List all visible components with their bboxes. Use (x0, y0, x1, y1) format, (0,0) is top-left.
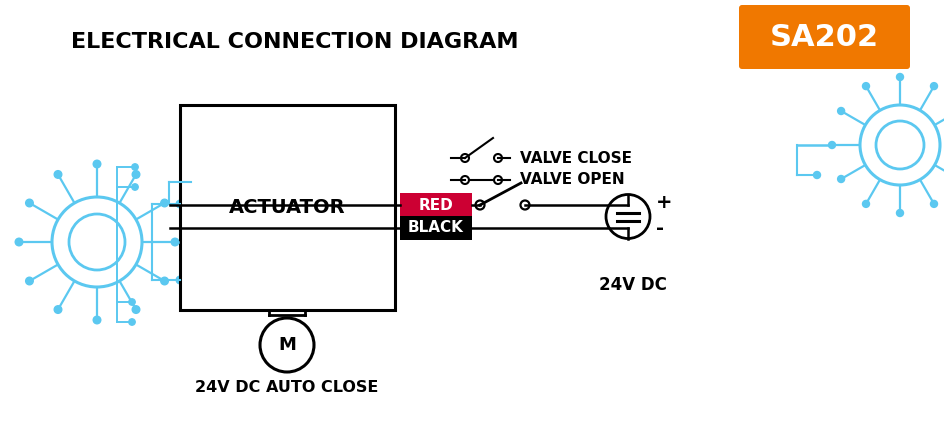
Circle shape (176, 276, 183, 284)
Circle shape (828, 142, 834, 148)
Circle shape (93, 160, 101, 168)
Circle shape (862, 82, 868, 90)
Circle shape (494, 176, 501, 184)
Circle shape (128, 319, 135, 325)
Circle shape (128, 299, 135, 305)
Circle shape (132, 306, 140, 313)
Circle shape (930, 82, 936, 90)
Circle shape (896, 210, 902, 216)
Circle shape (260, 318, 313, 372)
Text: +: + (655, 193, 672, 212)
Text: M: M (278, 336, 295, 354)
Circle shape (54, 306, 61, 313)
Circle shape (15, 238, 23, 246)
Text: 24V DC: 24V DC (598, 276, 666, 294)
FancyBboxPatch shape (738, 5, 909, 69)
Circle shape (862, 201, 868, 207)
Text: BLACK: BLACK (408, 221, 464, 235)
Circle shape (813, 172, 819, 178)
Text: -: - (655, 219, 664, 238)
Circle shape (475, 201, 484, 210)
Bar (399, 193, 471, 217)
Text: VALVE CLOSE: VALVE CLOSE (519, 150, 632, 165)
Text: RED: RED (418, 198, 453, 212)
Text: 24V DC AUTO CLOSE: 24V DC AUTO CLOSE (195, 380, 379, 396)
Circle shape (461, 154, 468, 162)
Circle shape (605, 195, 649, 238)
Text: ACTUATOR: ACTUATOR (229, 198, 346, 217)
Circle shape (187, 178, 194, 185)
Circle shape (176, 200, 183, 208)
Circle shape (160, 277, 168, 285)
Circle shape (520, 201, 529, 210)
Circle shape (25, 277, 33, 285)
Circle shape (131, 184, 138, 190)
Circle shape (132, 171, 140, 178)
Circle shape (54, 171, 61, 178)
Circle shape (25, 199, 33, 207)
Bar (179, 105, 395, 310)
Circle shape (494, 154, 501, 162)
Bar (399, 216, 471, 240)
Circle shape (836, 108, 844, 114)
Circle shape (930, 201, 936, 207)
Text: VALVE OPEN: VALVE OPEN (519, 173, 624, 187)
Circle shape (896, 74, 902, 80)
Circle shape (160, 199, 168, 207)
Text: ELECTRICAL CONNECTION DIAGRAM: ELECTRICAL CONNECTION DIAGRAM (71, 32, 518, 52)
Circle shape (171, 238, 178, 246)
Circle shape (131, 164, 138, 170)
Text: SA202: SA202 (769, 23, 878, 51)
Circle shape (836, 176, 844, 182)
Circle shape (461, 176, 468, 184)
Circle shape (93, 316, 101, 324)
